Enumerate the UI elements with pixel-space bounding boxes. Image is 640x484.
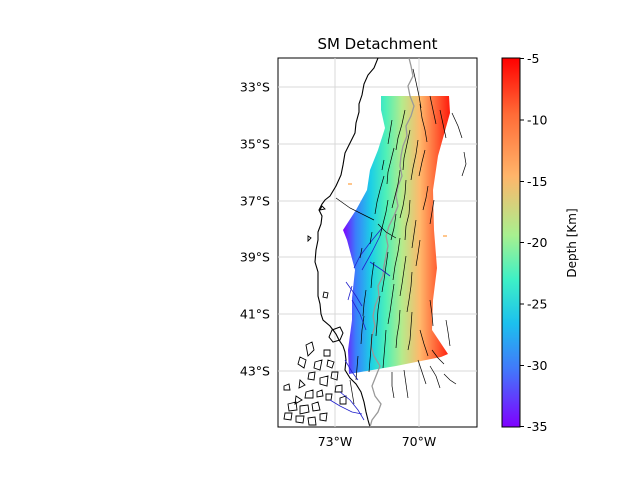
- archipelago-islands: [283, 341, 347, 426]
- colorbar: -5 -10 -15 -20 -25 -30 -35 Depth [Km]: [501, 51, 579, 434]
- colorbar-tick-m5: -5: [527, 51, 539, 66]
- detachment-depth-surface: [343, 96, 450, 374]
- lat-tick-39s: 39°S: [240, 250, 270, 265]
- lon-tick-73w: 73°W: [318, 434, 353, 449]
- international-border: [369, 58, 415, 427]
- colorbar-ticks: [520, 58, 524, 427]
- offshore-markers: [348, 183, 447, 237]
- lat-tick-33s: 33°S: [240, 80, 270, 95]
- colorbar-tick-m20: -20: [527, 235, 547, 250]
- coastline: [314, 58, 379, 427]
- colorbar-tick-m30: -30: [527, 358, 547, 373]
- colorbar-tick-m25: -25: [527, 297, 547, 312]
- colorbar-tick-labels: -5 -10 -15 -20 -25 -30 -35: [527, 51, 547, 434]
- map-title: SM Detachment: [317, 35, 437, 53]
- trench-lines: [329, 227, 391, 421]
- small-islands: [307, 205, 329, 299]
- lat-tick-35s: 35°S: [240, 137, 270, 152]
- colorbar-tick-m10: -10: [527, 113, 547, 128]
- fault-lines: [335, 68, 467, 405]
- chiloe-island: [328, 326, 344, 343]
- lat-tick-41s: 41°S: [240, 307, 270, 322]
- lon-tick-labels: 73°W 70°W: [318, 434, 437, 449]
- lat-tick-43s: 43°S: [240, 364, 270, 379]
- lat-tick-37s: 37°S: [240, 194, 270, 209]
- map-axes: 33°S 35°S 37°S 39°S 41°S 43°S 73°W 70°W: [240, 57, 478, 449]
- colorbar-tick-m35: -35: [527, 419, 547, 434]
- colorbar-fill: [502, 58, 520, 427]
- lat-tick-labels: 33°S 35°S 37°S 39°S 41°S 43°S: [240, 80, 270, 379]
- colorbar-label: Depth [Km]: [565, 208, 579, 277]
- colorbar-tick-m15: -15: [527, 174, 547, 189]
- lon-tick-70w: 70°W: [402, 434, 437, 449]
